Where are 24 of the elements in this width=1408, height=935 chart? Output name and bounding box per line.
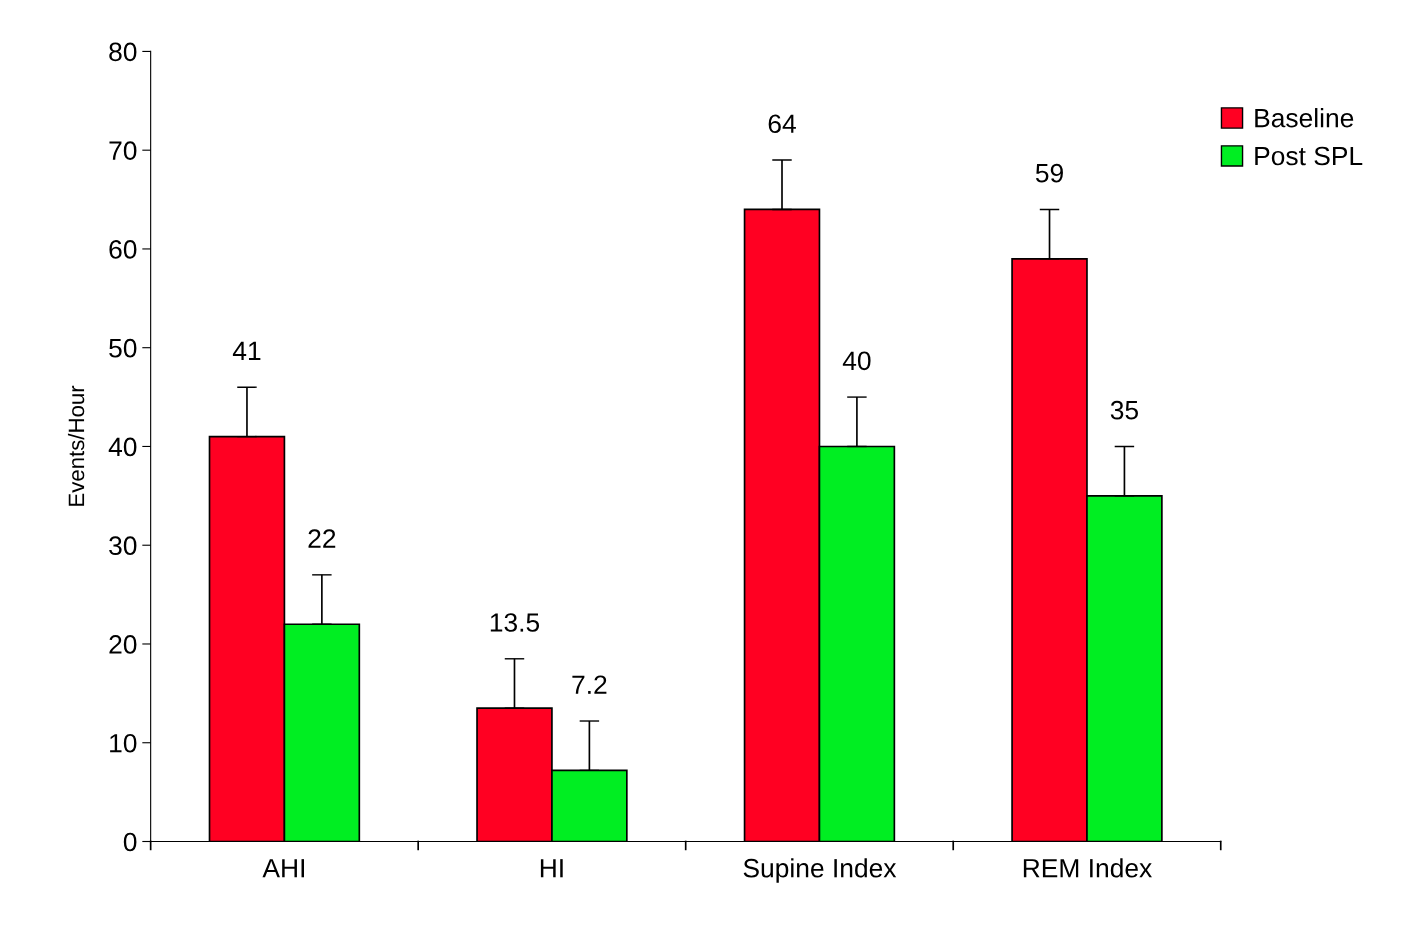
y-tick-label: 20 bbox=[109, 635, 137, 654]
y-tick-label: 30 bbox=[109, 536, 137, 556]
x-tick-label: HI bbox=[540, 859, 563, 878]
data-label: 41 bbox=[232, 341, 261, 360]
y-tick-label: 40 bbox=[108, 437, 137, 457]
legend-label: Post SPL bbox=[1255, 146, 1363, 166]
data-label: 59 bbox=[1035, 163, 1063, 183]
data-label: 13.5 bbox=[490, 613, 540, 632]
x-tick-label: REM Index bbox=[1023, 858, 1152, 878]
y-tick-label: 0 bbox=[123, 832, 137, 852]
data-label: 64 bbox=[768, 114, 796, 134]
data-label: 7.2 bbox=[572, 675, 607, 694]
x-tick-label: AHI bbox=[262, 859, 304, 878]
x-tick-label: Supine Index bbox=[743, 858, 897, 883]
data-label: 40 bbox=[842, 351, 871, 371]
data-label: 22 bbox=[308, 529, 336, 548]
y-tick-label: 60 bbox=[109, 240, 137, 259]
y-tick-label: 70 bbox=[109, 141, 137, 161]
y-tick-label: 10 bbox=[110, 733, 137, 753]
legend-label: Baseline bbox=[1255, 108, 1354, 128]
y-tick-label: 50 bbox=[109, 338, 137, 358]
y-tick-label: 80 bbox=[109, 42, 137, 62]
data-label: 35 bbox=[1110, 400, 1138, 420]
y-axis-title: Events/Hour bbox=[67, 385, 85, 506]
